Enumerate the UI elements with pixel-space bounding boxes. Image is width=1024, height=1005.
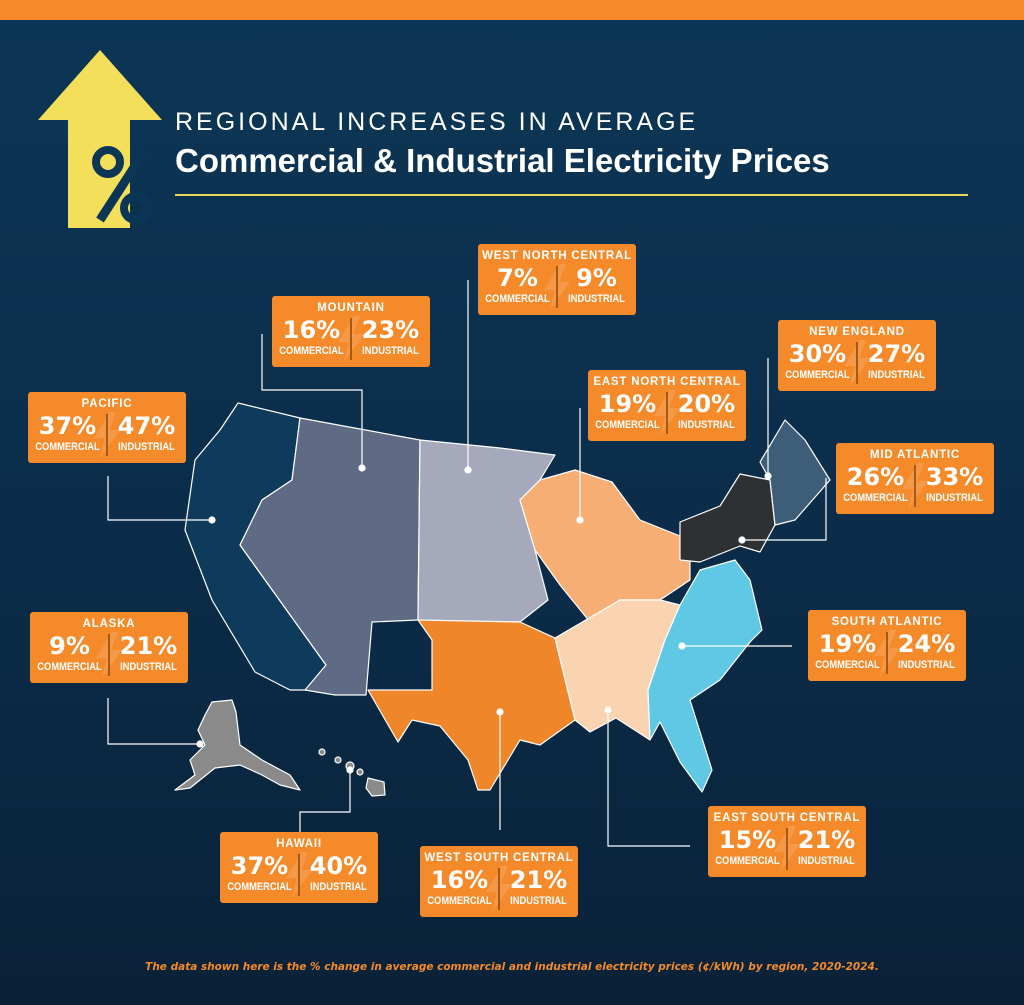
box-divider bbox=[914, 465, 916, 507]
region-name: SOUTH ATLANTIC bbox=[831, 616, 943, 628]
industrial-label: INDUSTRIAL bbox=[798, 855, 855, 867]
box-divider bbox=[106, 414, 108, 456]
box-divider bbox=[108, 634, 110, 676]
industrial-label: INDUSTRIAL bbox=[510, 895, 567, 907]
industrial-label: INDUSTRIAL bbox=[926, 492, 983, 504]
region-box-new-england: NEW ENGLAND 30% COMMERCIAL 27% INDUSTRIA… bbox=[778, 320, 936, 391]
region-name: WEST SOUTH CENTRAL bbox=[424, 852, 574, 864]
box-divider bbox=[350, 318, 352, 360]
up-arrow-percent-icon bbox=[38, 50, 162, 228]
commercial-percent: 26% bbox=[846, 463, 905, 491]
region-box-mountain: MOUNTAIN 16% COMMERCIAL 23% INDUSTRIAL bbox=[272, 296, 430, 367]
commercial-label: COMMERCIAL bbox=[843, 492, 908, 504]
region-box-west-north-central: WEST NORTH CENTRAL 7% COMMERCIAL 9% INDU… bbox=[478, 244, 636, 315]
industrial-percent: 20% bbox=[677, 390, 736, 418]
industrial-percent: 23% bbox=[361, 316, 420, 344]
region-box-east-north-central: EAST NORTH CENTRAL 19% COMMERCIAL 20% IN… bbox=[588, 370, 746, 441]
region-name: MOUNTAIN bbox=[317, 302, 385, 314]
region-box-west-south-central: WEST SOUTH CENTRAL 16% COMMERCIAL 21% IN… bbox=[420, 846, 578, 917]
region-new-england bbox=[759, 419, 831, 526]
region-name: NEW ENGLAND bbox=[809, 326, 905, 338]
commercial-label: COMMERCIAL bbox=[227, 881, 292, 893]
commercial-percent: 16% bbox=[430, 866, 489, 894]
commercial-label: COMMERCIAL bbox=[595, 419, 660, 431]
commercial-label: COMMERCIAL bbox=[427, 895, 492, 907]
commercial-percent: 7% bbox=[497, 264, 538, 292]
commercial-percent: 9% bbox=[49, 632, 90, 660]
region-name: EAST NORTH CENTRAL bbox=[593, 376, 741, 388]
industrial-percent: 9% bbox=[576, 264, 617, 292]
region-box-south-atlantic: SOUTH ATLANTIC 19% COMMERCIAL 24% INDUST… bbox=[808, 610, 966, 681]
industrial-percent: 24% bbox=[897, 630, 956, 658]
box-divider bbox=[298, 854, 300, 896]
commercial-percent: 37% bbox=[230, 852, 289, 880]
region-mid-atlantic bbox=[679, 473, 776, 563]
industrial-label: INDUSTRIAL bbox=[678, 419, 735, 431]
footnote: The data shown here is the % change in a… bbox=[145, 961, 879, 973]
region-hawaii bbox=[318, 748, 386, 797]
box-divider bbox=[666, 392, 668, 434]
top-accent-bar bbox=[0, 0, 1024, 20]
region-name: WEST NORTH CENTRAL bbox=[482, 250, 632, 262]
commercial-label: COMMERCIAL bbox=[279, 345, 344, 357]
industrial-percent: 47% bbox=[117, 412, 176, 440]
title-divider bbox=[175, 194, 968, 196]
region-name: EAST SOUTH CENTRAL bbox=[713, 812, 861, 824]
region-name: ALASKA bbox=[82, 618, 136, 630]
region-name: PACIFIC bbox=[81, 398, 133, 410]
commercial-percent: 30% bbox=[788, 340, 847, 368]
box-divider bbox=[856, 342, 858, 384]
title-line-1: REGIONAL INCREASES IN AVERAGE bbox=[175, 108, 699, 136]
region-box-east-south-central: EAST SOUTH CENTRAL 15% COMMERCIAL 21% IN… bbox=[708, 806, 866, 877]
region-box-mid-atlantic: MID ATLANTIC 26% COMMERCIAL 33% INDUSTRI… bbox=[836, 443, 994, 514]
region-box-pacific: PACIFIC 37% COMMERCIAL 47% INDUSTRIAL bbox=[28, 392, 186, 463]
industrial-percent: 21% bbox=[509, 866, 568, 894]
region-box-hawaii: HAWAII 37% COMMERCIAL 40% INDUSTRIAL bbox=[220, 832, 378, 903]
commercial-percent: 37% bbox=[38, 412, 97, 440]
industrial-label: INDUSTRIAL bbox=[120, 661, 177, 673]
industrial-percent: 21% bbox=[119, 632, 178, 660]
box-divider bbox=[786, 828, 788, 870]
page-title: Commercial & Industrial Electricity Pric… bbox=[175, 142, 830, 179]
box-divider bbox=[556, 266, 558, 308]
commercial-label: COMMERCIAL bbox=[485, 293, 550, 305]
box-divider bbox=[886, 632, 888, 674]
region-name: MID ATLANTIC bbox=[869, 449, 961, 461]
industrial-percent: 33% bbox=[925, 463, 984, 491]
region-south-atlantic bbox=[647, 559, 763, 793]
industrial-label: INDUSTRIAL bbox=[310, 881, 367, 893]
industrial-percent: 40% bbox=[309, 852, 368, 880]
commercial-percent: 16% bbox=[282, 316, 341, 344]
commercial-label: COMMERCIAL bbox=[37, 661, 102, 673]
industrial-label: INDUSTRIAL bbox=[868, 369, 925, 381]
industrial-label: INDUSTRIAL bbox=[568, 293, 625, 305]
commercial-percent: 19% bbox=[818, 630, 877, 658]
commercial-percent: 15% bbox=[718, 826, 777, 854]
region-box-alaska: ALASKA 9% COMMERCIAL 21% INDUSTRIAL bbox=[30, 612, 188, 683]
industrial-percent: 27% bbox=[867, 340, 926, 368]
region-name: HAWAII bbox=[276, 838, 322, 850]
box-divider bbox=[498, 868, 500, 910]
commercial-label: COMMERCIAL bbox=[785, 369, 850, 381]
commercial-label: COMMERCIAL bbox=[815, 659, 880, 671]
commercial-label: COMMERCIAL bbox=[715, 855, 780, 867]
industrial-label: INDUSTRIAL bbox=[898, 659, 955, 671]
industrial-label: INDUSTRIAL bbox=[362, 345, 419, 357]
commercial-percent: 19% bbox=[598, 390, 657, 418]
industrial-label: INDUSTRIAL bbox=[118, 441, 175, 453]
region-alaska bbox=[174, 699, 301, 791]
region-west-south-central bbox=[367, 619, 576, 791]
leader-lines bbox=[107, 280, 827, 847]
commercial-label: COMMERCIAL bbox=[35, 441, 100, 453]
industrial-percent: 21% bbox=[797, 826, 856, 854]
